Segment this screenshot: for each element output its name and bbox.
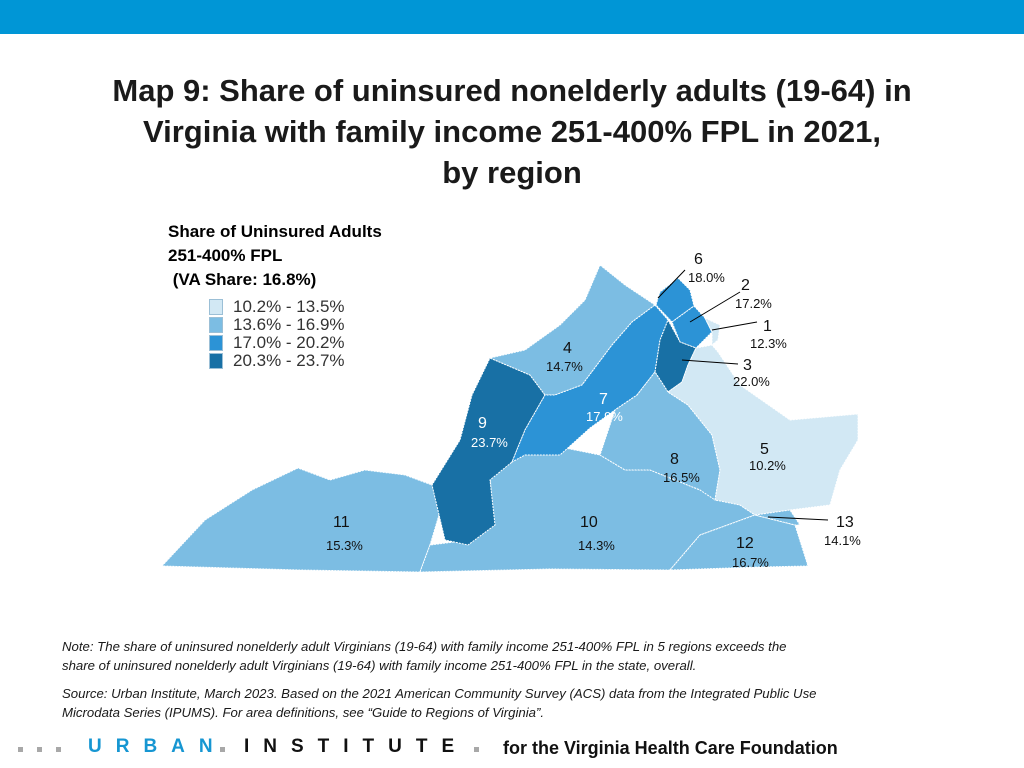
region-value-8: 16.5% <box>663 470 700 485</box>
legend-item-bin-2: 13.6% - 16.9% <box>209 316 345 334</box>
region-11[interactable] <box>160 467 443 573</box>
region-label-8: 8 <box>670 451 679 468</box>
region-label-9: 9 <box>478 415 487 432</box>
region-label-13: 13 <box>836 514 854 531</box>
note-line-2: share of uninsured nonelderly adult Virg… <box>62 658 697 673</box>
region-value-5: 10.2% <box>749 458 786 473</box>
region-value-6: 18.0% <box>688 270 725 285</box>
urban-logo-word-2: INSTITUTE <box>244 736 469 757</box>
logo-separator-dot <box>220 747 225 752</box>
region-value-7: 17.9% <box>586 409 623 424</box>
region-value-3: 22.0% <box>733 374 770 389</box>
leader-line-3 <box>681 359 739 365</box>
footer-dot <box>56 747 61 752</box>
region-label-12: 12 <box>736 535 754 552</box>
legend-label-bin-4: 20.3% - 23.7% <box>233 351 345 370</box>
region-label-5: 5 <box>760 441 769 458</box>
source-line-2: Microdata Series (IPUMS). For area defin… <box>62 705 545 720</box>
source-text: Source: Urban Institute, March 2023. Bas… <box>62 684 982 722</box>
title-line-2: Virginia with family income 251-400% FPL… <box>143 114 881 149</box>
legend-label-bin-3: 17.0% - 20.2% <box>233 333 345 352</box>
region-label-11: 11 <box>333 514 350 531</box>
footer-dot <box>18 747 23 752</box>
title-line-3: by region <box>442 155 582 190</box>
legend-title-line-3: (VA Share: 16.8%) <box>168 270 317 289</box>
legend-title-line-2: 251-400% FPL <box>168 246 283 265</box>
region-label-3: 3 <box>743 357 752 374</box>
page-title: Map 9: Share of uninsured nonelderly adu… <box>40 70 984 193</box>
region-5[interactable] <box>667 344 859 516</box>
region-label-2: 2 <box>741 277 750 294</box>
note-text: Note: The share of uninsured nonelderly … <box>62 637 982 675</box>
legend-title: Share of Uninsured Adults 251-400% FPL (… <box>168 220 382 292</box>
region-1[interactable] <box>703 316 721 347</box>
logo-separator-dot <box>474 747 479 752</box>
legend-swatch-bin-3 <box>209 335 223 351</box>
legend-swatch-bin-2 <box>209 317 223 333</box>
legend-title-line-1: Share of Uninsured Adults <box>168 222 382 241</box>
region-value-2: 17.2% <box>735 296 772 311</box>
foundation-credit: for the Virginia Health Care Foundation <box>503 738 838 758</box>
leader-line-1 <box>711 321 758 331</box>
title-line-1: Map 9: Share of uninsured nonelderly adu… <box>112 73 912 108</box>
leader-line-6 <box>657 269 686 299</box>
legend-swatch-bin-1 <box>209 299 223 315</box>
urban-logo-word-1: URBAN <box>88 736 227 757</box>
region-label-4: 4 <box>563 340 572 357</box>
region-label-10: 10 <box>580 514 598 531</box>
legend-label-bin-1: 10.2% - 13.5% <box>233 297 345 316</box>
region-value-9: 23.7% <box>471 435 508 450</box>
legend-item-bin-1: 10.2% - 13.5% <box>209 298 345 316</box>
source-line-1: Source: Urban Institute, March 2023. Bas… <box>62 686 817 701</box>
region-value-4: 14.7% <box>546 359 583 374</box>
top-banner <box>0 0 1024 34</box>
legend-item-bin-4: 20.3% - 23.7% <box>209 352 345 370</box>
legend: 10.2% - 13.5% 13.6% - 16.9% 17.0% - 20.2… <box>209 298 345 370</box>
footer-dot <box>37 747 42 752</box>
region-9[interactable] <box>431 357 546 546</box>
legend-item-bin-3: 17.0% - 20.2% <box>209 334 345 352</box>
region-label-1: 1 <box>763 318 772 335</box>
legend-label-bin-2: 13.6% - 16.9% <box>233 315 345 334</box>
region-label-6: 6 <box>694 251 703 268</box>
region-7[interactable] <box>511 304 669 464</box>
region-value-1: 12.3% <box>750 336 787 351</box>
region-value-13: 14.1% <box>824 533 861 548</box>
region-label-7: 7 <box>599 391 608 408</box>
region-value-10: 14.3% <box>578 538 615 553</box>
region-value-12: 16.7% <box>732 555 769 570</box>
leader-line-13 <box>767 516 829 521</box>
footer-dots <box>18 747 61 752</box>
legend-swatch-bin-4 <box>209 353 223 369</box>
leader-line-2 <box>689 291 741 323</box>
region-value-11: 15.3% <box>326 538 363 553</box>
note-line-1: Note: The share of uninsured nonelderly … <box>62 639 787 654</box>
